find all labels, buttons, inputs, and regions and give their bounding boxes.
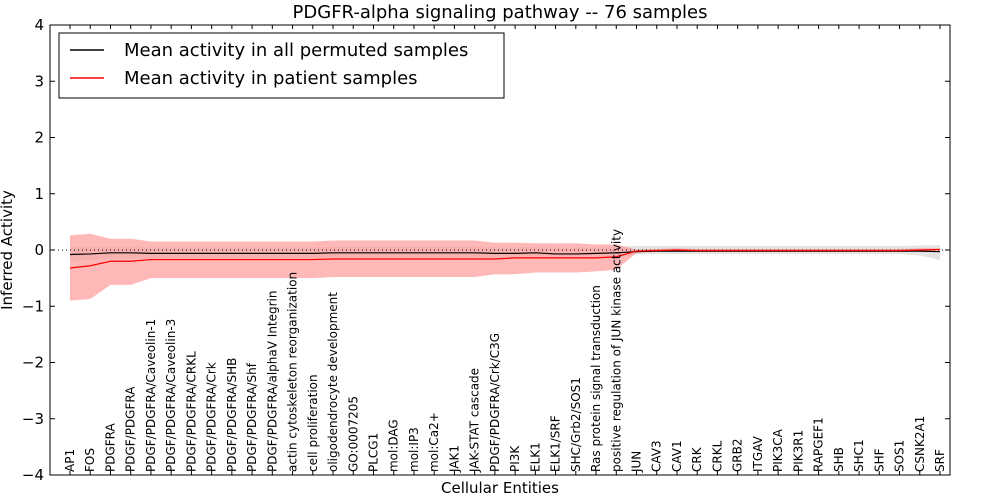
y-axis: −4 −3 −2 −1 0 1 2 3 4 bbox=[22, 16, 950, 484]
y-tick-label: −1 bbox=[22, 297, 44, 315]
x-tick-label: mol:Ca2+ bbox=[427, 412, 441, 472]
legend-label-2: Mean activity in patient samples bbox=[124, 68, 418, 89]
x-tick-label: CRK bbox=[690, 446, 704, 472]
x-tick-label: GO:0007205 bbox=[346, 396, 360, 472]
x-tick-label: PI3K bbox=[508, 445, 522, 472]
x-tick-label: oligodendrocyte development bbox=[326, 292, 340, 472]
x-tick-label: positive regulation of JUN kinase activi… bbox=[609, 229, 623, 472]
x-tick-label: PDGF/PDGFRA/Caveolin-3 bbox=[164, 319, 178, 472]
legend: Mean activity in all permuted samples Mea… bbox=[58, 32, 505, 99]
legend-box bbox=[58, 32, 505, 99]
x-tick-label: PDGF/PDGFRA/Crk bbox=[205, 362, 219, 472]
x-axis: AP1 FOS PDGFRA PDGF/PDGFRA PDGF/PDGFRA/Caveo… bbox=[63, 25, 947, 475]
chart-title: PDGFR-alpha signaling pathway -- 76 samp… bbox=[293, 2, 708, 23]
y-tick-label: 1 bbox=[34, 185, 44, 203]
x-tick-label: FOS bbox=[83, 448, 97, 472]
x-tick-label: CSNK2A1 bbox=[913, 416, 927, 472]
x-tick-label: PIK3CA bbox=[771, 428, 785, 472]
x-tick-label: PDGFRA bbox=[103, 422, 117, 472]
x-tick-label: PDGF/PDGFRA/Caveolin-1 bbox=[144, 319, 158, 472]
series-lines bbox=[69, 248, 941, 269]
x-tick-label: PDGF/PDGFRA/CRKL bbox=[184, 351, 198, 472]
x-tick-label: CAV1 bbox=[670, 440, 684, 472]
y-tick-label: −3 bbox=[22, 410, 44, 428]
x-tick-label: JAK-STAT cascade bbox=[468, 368, 482, 473]
x-tick-label: SRF bbox=[933, 449, 947, 472]
x-tick-label: PLCG1 bbox=[366, 433, 380, 472]
y-tick-label: 2 bbox=[34, 129, 44, 147]
y-tick-label: −4 bbox=[22, 466, 44, 484]
x-tick-label: cell proliferation bbox=[306, 374, 320, 472]
x-tick-label: ITGAV bbox=[751, 435, 765, 472]
y-tick-label: 4 bbox=[34, 16, 44, 34]
x-tick-label: mol:DAG bbox=[387, 419, 401, 472]
band-series-2 bbox=[70, 233, 940, 301]
x-tick-label: RAPGEF1 bbox=[812, 417, 826, 472]
y-axis-label: Inferred Activity bbox=[0, 190, 16, 310]
y-tick-label: 3 bbox=[34, 72, 44, 90]
x-axis-label: Cellular Entities bbox=[441, 479, 559, 497]
x-tick-label: ELK1 bbox=[528, 442, 542, 472]
x-tick-label: CRKL bbox=[710, 440, 724, 472]
x-tick-label: JAK1 bbox=[447, 445, 461, 473]
x-tick-label: SHC/Grb2/SOS1 bbox=[569, 377, 583, 472]
x-tick-label: SHF bbox=[872, 448, 886, 472]
x-tick-label: PDGF/PDGFRA bbox=[124, 386, 138, 472]
line-series-2 bbox=[69, 248, 941, 269]
y-tick-label: −2 bbox=[22, 354, 44, 372]
x-tick-label: SHB bbox=[832, 447, 846, 472]
x-tick-label: PDGF/PDGFRA/Crk/C3G bbox=[488, 333, 502, 472]
x-tick-label: Ras protein signal transduction bbox=[589, 285, 603, 472]
x-tick-label: SHC1 bbox=[852, 439, 866, 472]
x-tick-label: ELK1/SRF bbox=[549, 415, 563, 472]
x-tick-label: GRB2 bbox=[731, 438, 745, 472]
x-tick-label: AP1 bbox=[63, 449, 77, 472]
confidence-bands bbox=[70, 233, 940, 301]
x-tick-label: CAV3 bbox=[650, 440, 664, 472]
x-tick-label: PDGF/PDGFRA/SHB bbox=[225, 358, 239, 472]
x-tick-label: actin cytoskeleton reorganization bbox=[286, 272, 300, 472]
x-tick-label: mol:IP3 bbox=[407, 427, 421, 472]
x-tick-label: PDGF/PDGFRA/Shf bbox=[245, 362, 259, 472]
legend-label-1: Mean activity in all permuted samples bbox=[124, 40, 468, 61]
x-tick-label: SOS1 bbox=[893, 440, 907, 472]
y-tick-label: 0 bbox=[34, 241, 44, 259]
x-tick-label: PDGF/PDGFRA/alphaV Integrin bbox=[265, 290, 279, 472]
x-tick-label: PIK3R1 bbox=[791, 430, 805, 472]
x-tick-label: JUN bbox=[630, 451, 644, 473]
